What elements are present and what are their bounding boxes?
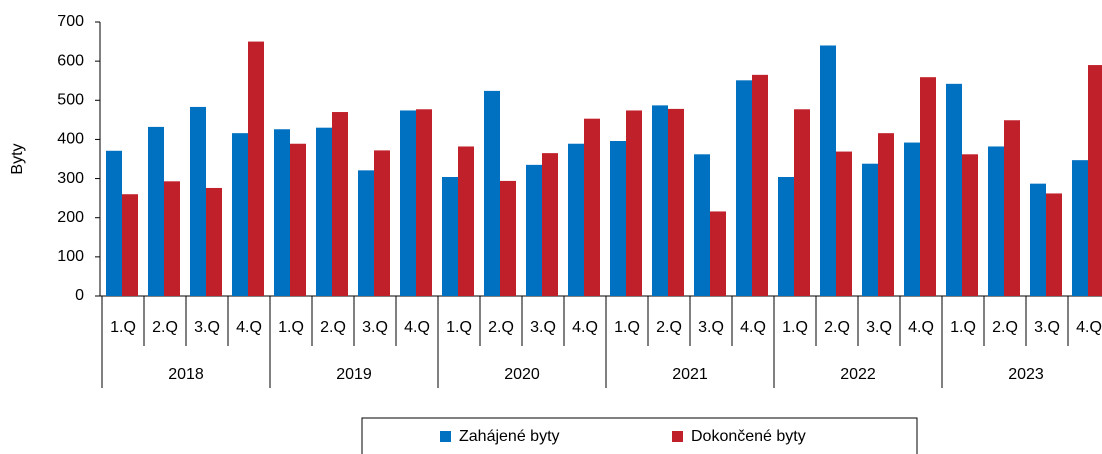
bar — [836, 151, 852, 296]
x-tick-label: 2.Q — [824, 319, 850, 336]
group-label: 2018 — [168, 366, 204, 383]
legend-swatch — [440, 431, 451, 442]
bar — [710, 211, 726, 296]
bar — [248, 41, 264, 297]
bar — [568, 143, 584, 296]
bar — [274, 129, 290, 296]
x-tick-label: 1.Q — [782, 319, 808, 336]
x-tick-label: 4.Q — [908, 319, 934, 336]
bar — [878, 133, 894, 296]
x-tick-label: 4.Q — [404, 319, 430, 336]
bar — [920, 77, 936, 296]
x-tick-label: 1.Q — [614, 319, 640, 336]
bar — [374, 150, 390, 296]
bar — [794, 109, 810, 296]
bar — [584, 118, 600, 296]
x-tick-label: 2.Q — [152, 319, 178, 336]
x-tick-label: 3.Q — [866, 319, 892, 336]
bar — [668, 108, 684, 296]
group-label: 2023 — [1008, 366, 1044, 383]
x-tick-label: 2.Q — [488, 319, 514, 336]
bar — [190, 106, 206, 296]
x-tick-label: 1.Q — [950, 319, 976, 336]
group-label: 2021 — [672, 366, 708, 383]
legend-box — [361, 417, 918, 454]
x-tick-label: 2.Q — [320, 319, 346, 336]
x-tick-label: 4.Q — [236, 319, 262, 336]
bar — [820, 45, 836, 296]
y-tick-label: 400 — [57, 131, 84, 148]
bar — [752, 74, 768, 296]
y-tick-label: 500 — [57, 92, 84, 109]
bar — [458, 146, 474, 296]
bar — [316, 127, 332, 296]
x-tick-label: 3.Q — [362, 319, 388, 336]
y-tick-label: 600 — [57, 52, 84, 69]
bar — [862, 163, 878, 296]
bar — [500, 180, 516, 296]
bar — [904, 142, 920, 296]
legend-label: Dokončené byty — [691, 428, 806, 445]
y-axis-label: Byty — [9, 143, 26, 174]
bar — [400, 110, 416, 296]
bar — [206, 187, 222, 296]
bar — [526, 164, 542, 296]
bar — [1004, 120, 1020, 297]
group-label: 2020 — [504, 366, 540, 383]
bar — [332, 112, 348, 297]
bar — [232, 133, 248, 296]
bar — [416, 109, 432, 296]
x-tick-label: 3.Q — [530, 319, 556, 336]
bar — [106, 150, 122, 296]
bar — [652, 105, 668, 296]
x-tick-label: 1.Q — [446, 319, 472, 336]
bar — [148, 126, 164, 296]
y-tick-label: 0 — [75, 287, 84, 304]
bar — [358, 170, 374, 296]
bar — [1046, 193, 1062, 296]
bar — [610, 140, 626, 296]
y-tick-label: 300 — [57, 170, 84, 187]
x-tick-label: 3.Q — [1034, 319, 1060, 336]
x-tick-label: 2.Q — [992, 319, 1018, 336]
y-tick-label: 700 — [57, 13, 84, 30]
bar — [122, 194, 138, 296]
bar — [778, 177, 794, 296]
y-tick-label: 200 — [57, 209, 84, 226]
legend-swatch — [672, 431, 683, 442]
bar — [694, 154, 710, 296]
bar — [946, 83, 962, 297]
group-label: 2019 — [336, 366, 372, 383]
legend-label: Zahájené byty — [459, 428, 560, 445]
bar — [988, 146, 1004, 296]
bar — [736, 80, 752, 296]
x-tick-label: 2.Q — [656, 319, 682, 336]
bar — [962, 154, 978, 296]
bar — [442, 177, 458, 296]
bar — [484, 90, 500, 297]
y-tick-label: 100 — [57, 248, 84, 265]
x-tick-label: 3.Q — [698, 319, 724, 336]
x-tick-label: 1.Q — [278, 319, 304, 336]
group-label: 2022 — [840, 366, 876, 383]
bar — [164, 181, 180, 296]
x-tick-label: 4.Q — [1076, 319, 1102, 336]
x-tick-label: 4.Q — [572, 319, 598, 336]
x-tick-label: 4.Q — [740, 319, 766, 336]
bar — [290, 143, 306, 296]
bar — [1030, 183, 1046, 296]
bar — [542, 153, 558, 296]
bar — [1072, 160, 1088, 296]
bar — [626, 110, 642, 296]
x-tick-label: 3.Q — [194, 319, 220, 336]
x-tick-label: 1.Q — [110, 319, 136, 336]
bar — [1088, 65, 1102, 296]
